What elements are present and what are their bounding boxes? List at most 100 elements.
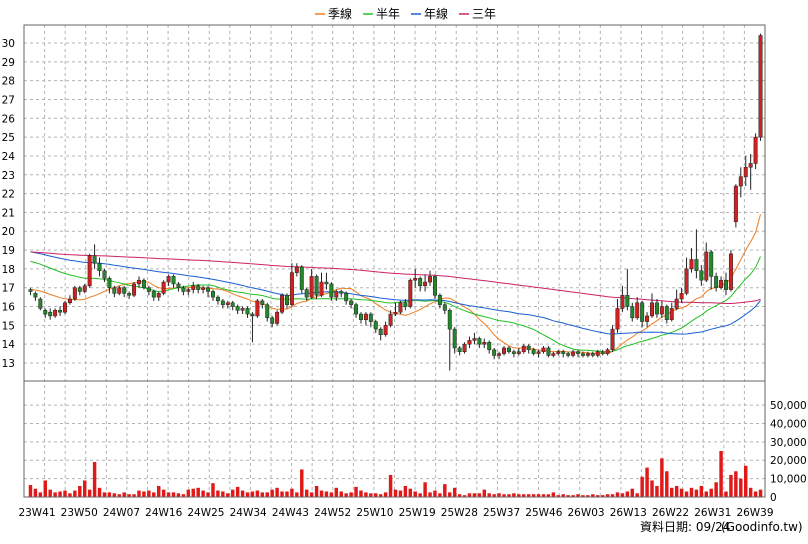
candle-body (211, 291, 215, 298)
volume-bar (699, 485, 704, 497)
candle-body (48, 311, 53, 317)
volume-bar (112, 493, 117, 497)
candle-body (122, 287, 127, 294)
candle-body (635, 302, 640, 319)
volume-bar (482, 489, 487, 497)
volume-bar (300, 469, 304, 497)
candle-body (368, 313, 373, 322)
candle-body (758, 35, 763, 138)
volume-bar (295, 492, 299, 497)
candle-body (403, 302, 408, 307)
candle-body (72, 287, 77, 300)
volume-bar (492, 494, 496, 497)
volume-bar (275, 487, 279, 497)
candle-body (719, 279, 724, 288)
candle-body (423, 281, 428, 287)
candle-body (127, 293, 132, 296)
volume-tick-label: 50,000 (770, 400, 807, 412)
volume-bar (551, 492, 556, 497)
volume-bar (561, 494, 565, 497)
candle-body (265, 304, 270, 319)
volume-bar (48, 489, 52, 497)
candle-body (428, 276, 433, 283)
candle-body (669, 308, 674, 320)
volume-bar (600, 495, 605, 497)
volume-bar (230, 489, 235, 497)
volume-bar (433, 490, 437, 497)
candle-body (92, 255, 97, 264)
candle-body (679, 293, 684, 300)
volume-bar (33, 488, 38, 497)
candle-body (650, 302, 654, 317)
candle-body (457, 347, 462, 352)
candle-body (714, 276, 719, 288)
candle-body (230, 302, 235, 307)
volume-bar (221, 491, 225, 497)
volume-bar (418, 493, 422, 497)
price-tick-label: 29 (2, 57, 15, 69)
volume-bar (719, 451, 723, 497)
candle-body (329, 283, 334, 298)
volume-bar (102, 492, 107, 497)
candle-body (462, 343, 467, 352)
volume-axis: 0 10,000 20,000 30,000 40,000 50,000 (770, 400, 807, 504)
candle-body (516, 351, 521, 354)
candle-body (526, 345, 531, 351)
candle-body (432, 276, 437, 296)
volume-bar (378, 494, 383, 497)
volume-bar (625, 491, 630, 497)
time-tick-label: 23W50 (61, 507, 98, 519)
candle-body (171, 276, 176, 285)
volume-bar (428, 492, 432, 497)
time-tick-label: 25W28 (441, 507, 478, 519)
volume-bar (176, 493, 181, 497)
candle-body (280, 294, 285, 313)
volume-bar (684, 491, 689, 497)
candle-body (289, 272, 294, 305)
volume-bar (546, 494, 551, 497)
time-tick-label: 25W10 (356, 507, 393, 519)
candle-body (388, 313, 393, 326)
candle-body (541, 347, 546, 352)
volume-bar (704, 491, 708, 497)
candle-body (684, 268, 689, 294)
volume-bar (260, 492, 265, 497)
volume-bar (388, 474, 393, 497)
candle-body (694, 259, 699, 272)
volume-bar (724, 491, 728, 497)
volume-bar (161, 489, 166, 497)
volume-bar (467, 493, 472, 497)
candle-body (206, 287, 211, 292)
candle-body (571, 351, 576, 356)
volume-bar (122, 492, 126, 497)
candle-body (699, 270, 704, 281)
volume-bar (132, 494, 136, 497)
candle-body (378, 328, 383, 336)
candle-body (166, 276, 171, 283)
volume-bar (541, 494, 546, 497)
price-tick-label: 20 (2, 226, 15, 238)
volume-bar (117, 494, 121, 497)
source-label: (Goodinfo.tw) (721, 520, 803, 534)
volume-bar (452, 487, 457, 497)
candle-body (556, 351, 561, 354)
candle-body (255, 300, 260, 317)
candle-body (600, 351, 605, 354)
candle-body (408, 279, 413, 307)
volume-bar (645, 467, 649, 497)
time-tick-label: 24W34 (230, 507, 267, 519)
volume-bar (596, 495, 600, 497)
candle-body (664, 306, 669, 320)
volume-bar (665, 471, 669, 497)
volume-bar (43, 480, 47, 497)
candle-body (58, 310, 63, 313)
volume-bar (443, 484, 447, 497)
volume-bar (354, 486, 358, 497)
candle-body (418, 278, 423, 287)
candle-body (704, 251, 709, 281)
volume-bar (28, 485, 33, 497)
volume-bar (147, 490, 151, 497)
chart-grid (24, 25, 765, 497)
candle-body (146, 287, 151, 292)
volume-bar (709, 488, 713, 497)
